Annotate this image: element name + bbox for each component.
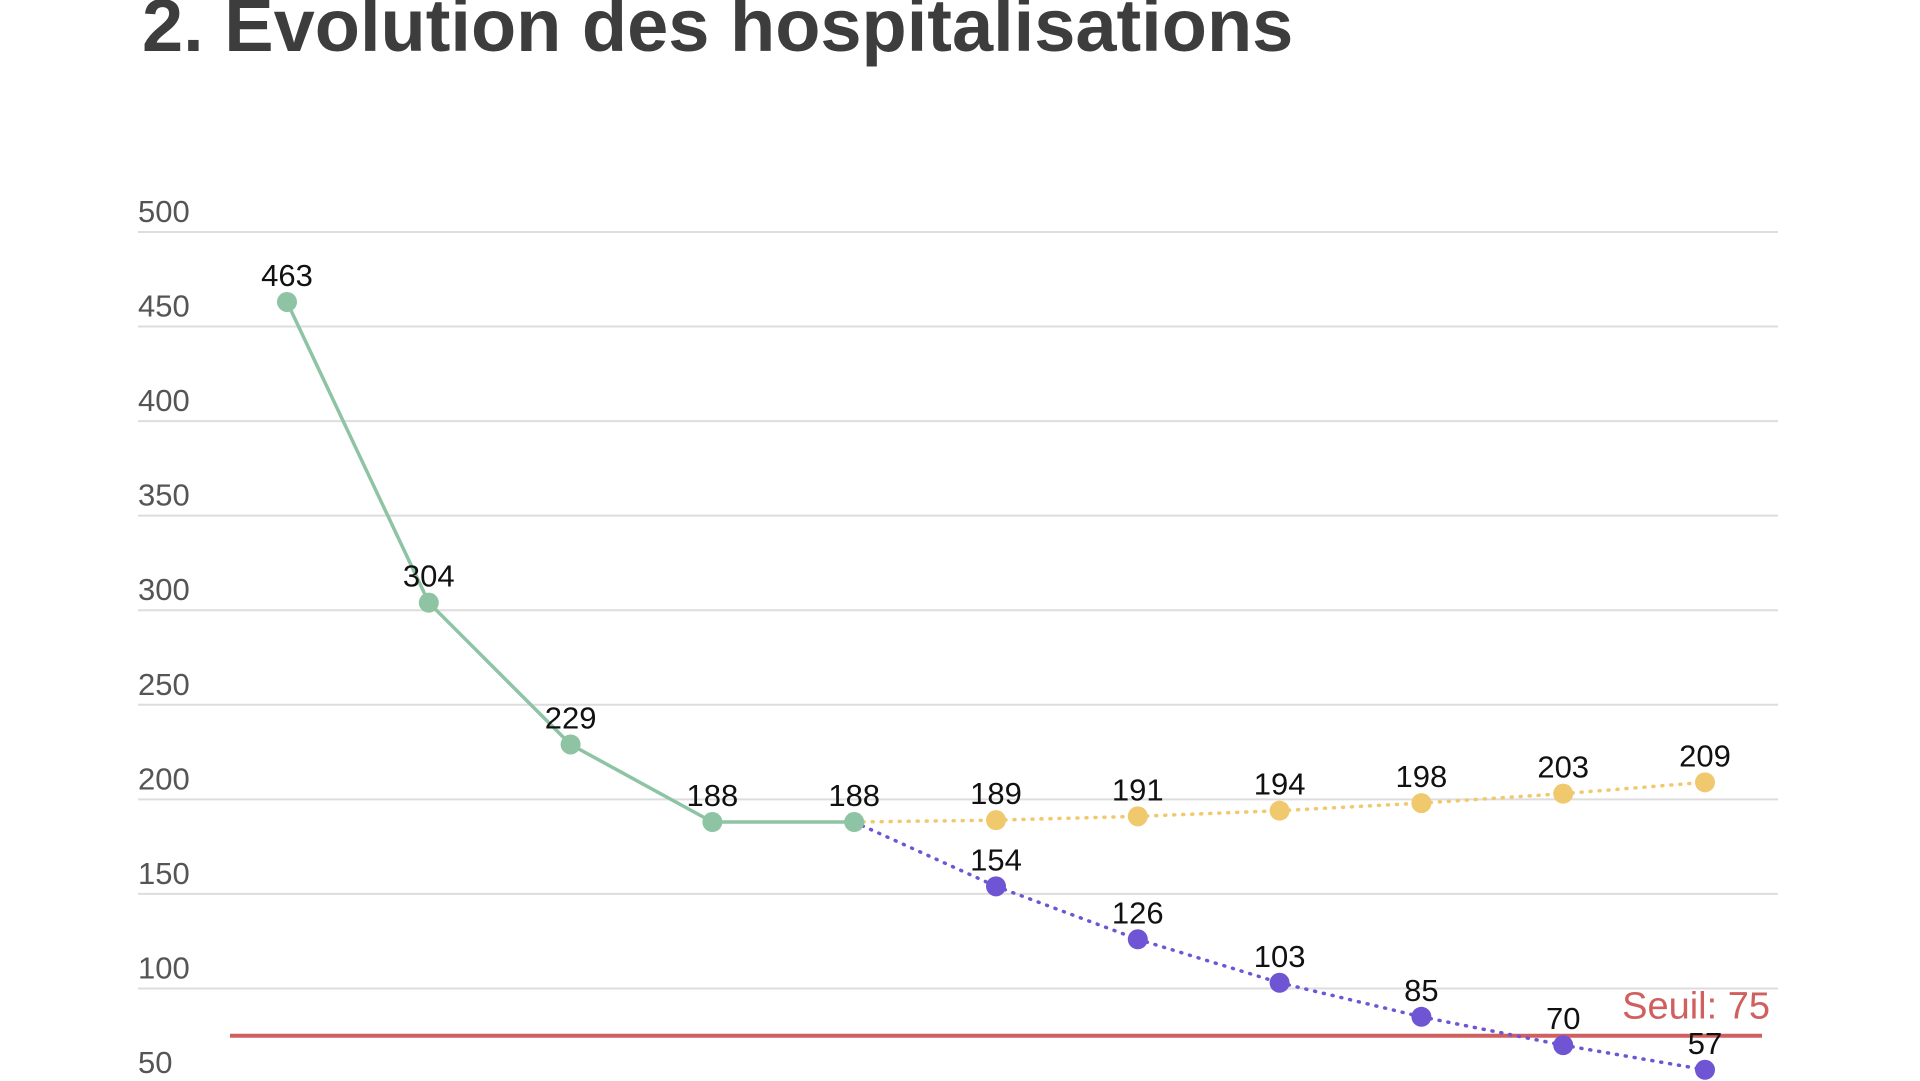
series-points bbox=[277, 291, 1715, 1080]
line-segment-observed-1 bbox=[285, 300, 431, 605]
line-segment-scenario_high-4 bbox=[1277, 801, 1424, 813]
data-label-observed-5: 188 bbox=[828, 778, 880, 813]
point-observed-1 bbox=[277, 291, 297, 312]
point-scenario_high-11 bbox=[1695, 772, 1715, 793]
y-tick-label-50: 50 bbox=[138, 1045, 172, 1080]
y-tick-label-150: 150 bbox=[138, 856, 190, 891]
line-segment-scenario_low-5 bbox=[1419, 1015, 1565, 1047]
point-scenario_high-6 bbox=[986, 810, 1006, 831]
y-tick-label-300: 300 bbox=[138, 572, 190, 607]
point-scenario_high-8 bbox=[1269, 800, 1290, 821]
line-segment-scenario_high-3 bbox=[1136, 808, 1282, 819]
point-scenario_high-7 bbox=[1127, 806, 1148, 827]
line-segment-scenario_low-2 bbox=[994, 884, 1140, 942]
point-scenario_low-10 bbox=[1553, 1035, 1574, 1056]
data-label-scenario_high-11: 209 bbox=[1679, 738, 1731, 773]
y-tick-label-250: 250 bbox=[138, 667, 190, 702]
threshold: Seuil: 75 bbox=[230, 986, 1770, 1038]
chart-title: 2. Évolution des hospitalisations bbox=[142, 0, 1294, 67]
y-tick-label-200: 200 bbox=[138, 761, 190, 796]
data-label-scenario_high-9: 198 bbox=[1396, 759, 1448, 794]
point-scenario_low-9 bbox=[1411, 1006, 1432, 1027]
data-label-observed-2: 304 bbox=[403, 559, 455, 594]
line-segment-scenario_high-5 bbox=[1419, 791, 1565, 805]
y-tick-label-400: 400 bbox=[138, 383, 190, 418]
data-label-scenario_high-8: 194 bbox=[1254, 767, 1306, 802]
data-label-observed-1: 463 bbox=[261, 258, 313, 293]
threshold-label: Seuil: 75 bbox=[1622, 986, 1770, 1028]
y-tick-label-500: 500 bbox=[138, 194, 190, 229]
data-labels: 463 304 229 188 188 189 191 194 198 203 209 154 126 1… bbox=[261, 258, 1731, 1061]
point-observed-5 bbox=[844, 812, 865, 833]
gridlines bbox=[138, 231, 1778, 990]
point-scenario_low-8 bbox=[1269, 972, 1290, 993]
data-label-scenario_low-11: 57 bbox=[1688, 1026, 1722, 1061]
line-segment-scenario_low-1 bbox=[852, 820, 998, 889]
data-label-observed-3: 229 bbox=[545, 700, 597, 735]
y-axis-ticks: 500 450 400 350 300 250 200 150 100 50 bbox=[138, 194, 190, 1080]
point-scenario_low-11 bbox=[1695, 1059, 1715, 1080]
point-scenario_low-7 bbox=[1127, 929, 1148, 950]
line-segment-scenario_high-1 bbox=[852, 818, 998, 824]
line-segment-scenario_high-2 bbox=[994, 814, 1140, 822]
line-segment-observed-3 bbox=[568, 742, 715, 824]
data-label-observed-4: 188 bbox=[687, 778, 739, 813]
point-observed-2 bbox=[418, 592, 439, 613]
line-segment-observed-2 bbox=[427, 600, 573, 747]
data-label-scenario_low-7: 126 bbox=[1112, 895, 1164, 930]
data-label-scenario_low-8: 103 bbox=[1254, 939, 1306, 974]
y-tick-label-350: 350 bbox=[138, 478, 190, 513]
series-lines bbox=[285, 300, 1707, 1072]
data-label-scenario_low-10: 70 bbox=[1546, 1001, 1580, 1036]
data-label-scenario_high-6: 189 bbox=[970, 776, 1022, 811]
y-tick-label-100: 100 bbox=[138, 950, 190, 985]
point-scenario_high-9 bbox=[1411, 793, 1432, 814]
point-observed-3 bbox=[560, 734, 581, 755]
line-segment-scenario_low-3 bbox=[1136, 937, 1282, 985]
data-label-scenario_high-7: 191 bbox=[1112, 772, 1164, 807]
data-label-scenario_high-10: 203 bbox=[1537, 750, 1589, 785]
line-segment-scenario_low-4 bbox=[1277, 981, 1424, 1019]
line-segment-scenario_low-6 bbox=[1561, 1043, 1707, 1072]
point-observed-4 bbox=[702, 812, 723, 833]
point-scenario_high-10 bbox=[1553, 783, 1574, 804]
point-scenario_low-6 bbox=[986, 876, 1006, 897]
line-segment-scenario_high-6 bbox=[1561, 780, 1707, 796]
y-tick-label-450: 450 bbox=[138, 289, 190, 324]
data-label-scenario_low-9: 85 bbox=[1404, 973, 1438, 1008]
data-label-scenario_low-6: 154 bbox=[970, 842, 1022, 877]
